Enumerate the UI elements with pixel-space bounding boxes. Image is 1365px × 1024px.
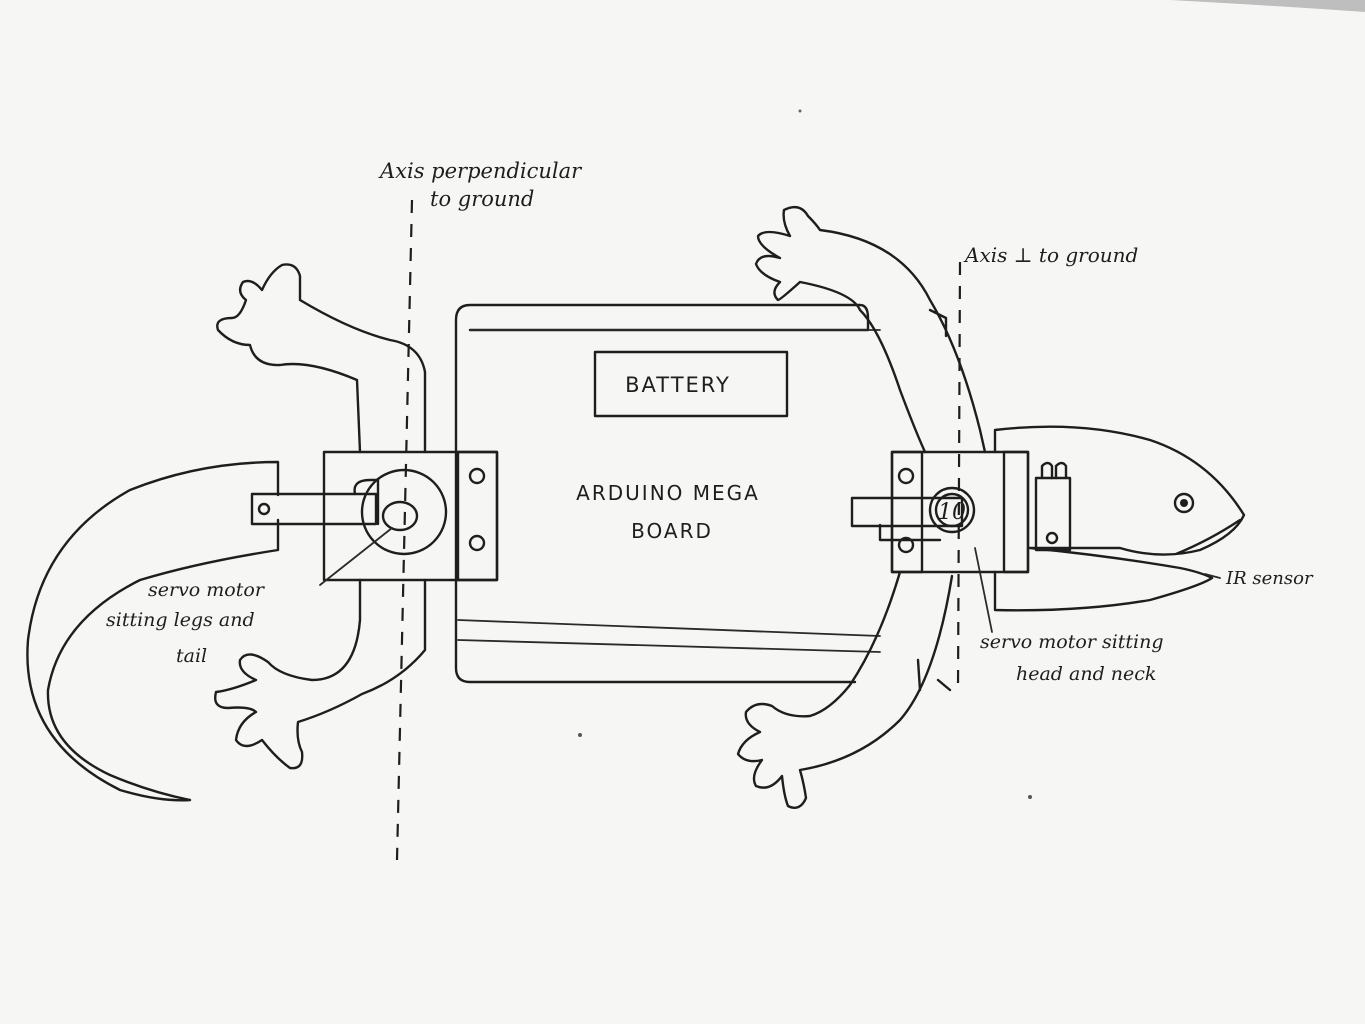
- paper-edge-shadow: [1170, 0, 1365, 12]
- right-servo-motor: 10: [850, 450, 1030, 574]
- servo-left-label-line2: sitting legs and: [106, 609, 255, 631]
- ir-sensor-leader: [1204, 573, 1221, 579]
- servo-right-label-line1: servo motor sitting: [980, 631, 1164, 653]
- servo-left-label-line1: servo motor: [148, 579, 266, 601]
- axis-left-label-line2: to ground: [430, 187, 534, 211]
- ir-sensor: [1034, 461, 1072, 552]
- left-servo-leader: [319, 527, 393, 586]
- ir-sensor-label: IR sensor: [1225, 568, 1314, 589]
- board-label-line1: ARDUINO MEGA: [576, 481, 760, 505]
- lizard-pupil: [1180, 499, 1188, 507]
- pencil-dot: [1028, 795, 1032, 799]
- front-upper-leg: [754, 205, 987, 454]
- battery-box: [593, 350, 789, 418]
- servo-right-label-line2: head and neck: [1016, 663, 1156, 685]
- lizard-head: [993, 425, 1246, 612]
- servo-horn-number: 10: [938, 500, 966, 525]
- front-lower-leg: [736, 570, 954, 809]
- battery-label: BATTERY: [625, 373, 731, 397]
- board-inner-lines: [457, 329, 881, 653]
- tail-outline: [26, 460, 280, 802]
- board-label-line2: BOARD: [631, 519, 713, 543]
- pencil-dot: [578, 733, 582, 737]
- left-servo-motor: [250, 450, 499, 582]
- axis-left-label-line1: Axis perpendicular: [378, 159, 583, 183]
- axis-right-label: Axis ⊥ to ground: [963, 243, 1138, 267]
- lizard-eye: [1173, 492, 1195, 514]
- rear-upper-leg: [216, 263, 427, 454]
- rear-lower-leg: [214, 578, 427, 770]
- right-servo-leader: [974, 547, 993, 633]
- pencil-dot: [798, 109, 802, 113]
- servo-left-label-line3: tail: [176, 645, 207, 667]
